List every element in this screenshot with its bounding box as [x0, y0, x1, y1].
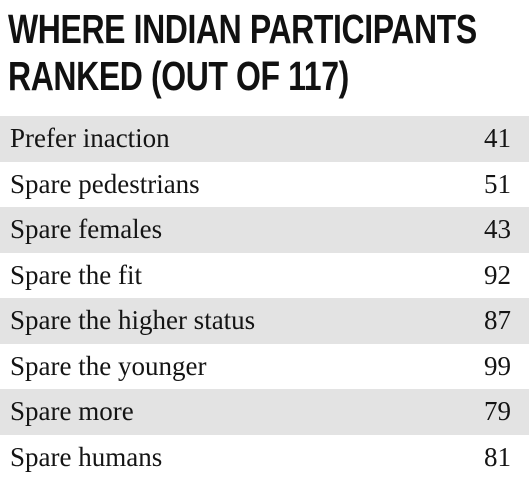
table-row: Spare humans 81 [0, 435, 529, 481]
table-row: Spare pedestrians 51 [0, 162, 529, 208]
row-rank-value: 81 [484, 441, 511, 472]
table-row: Spare females 43 [0, 207, 529, 253]
table-row: Spare the fit 92 [0, 253, 529, 299]
row-rank-value: 92 [484, 259, 511, 290]
row-rank-value: 99 [484, 350, 511, 381]
row-label: Spare the higher status [10, 305, 256, 335]
row-label: Prefer inaction [10, 123, 170, 153]
row-rank-value: 41 [484, 123, 511, 153]
table-row: Spare the higher status 87 [0, 298, 529, 344]
row-rank-value: 79 [484, 396, 511, 426]
row-rank-value: 87 [484, 305, 511, 335]
row-label: Spare females [10, 214, 163, 244]
chart-title: WHERE INDIAN PARTICIPANTS RANKED (OUT OF… [8, 6, 477, 99]
row-label: Spare pedestrians [10, 168, 200, 199]
ranking-table: Prefer inaction 41 Spare pedestrians 51 Spar… [0, 116, 529, 480]
row-label: Spare humans [10, 441, 163, 472]
table-row: Spare the younger 99 [0, 344, 529, 390]
row-label: Spare the fit [10, 259, 142, 290]
table-row: Prefer inaction 41 [0, 116, 529, 162]
row-rank-value: 51 [484, 168, 511, 199]
row-label: Spare more [10, 396, 134, 426]
row-label: Spare the younger [10, 350, 207, 381]
row-rank-value: 43 [484, 214, 511, 244]
table-row: Spare more 79 [0, 389, 529, 435]
